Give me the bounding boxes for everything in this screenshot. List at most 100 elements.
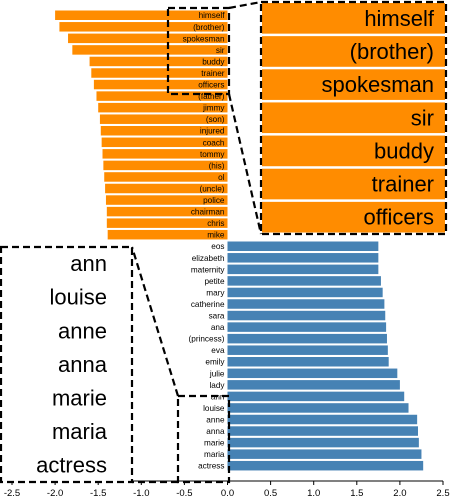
- bar-emily: [227, 357, 389, 367]
- inset-label: louise: [50, 285, 107, 310]
- bar-father: [96, 91, 228, 101]
- bar-label: emily: [205, 358, 225, 367]
- bar-label: tommy: [200, 150, 225, 159]
- inset-label: himself: [364, 6, 435, 31]
- inset-label: marie: [52, 385, 107, 410]
- x-tick-label: 0.5: [264, 488, 277, 499]
- bar-label: police: [203, 196, 225, 205]
- bar-label: (father): [198, 92, 225, 101]
- connector-line: [227, 93, 263, 235]
- bar-mike: [107, 229, 228, 240]
- inset-bottom-left-bg: [1, 247, 132, 482]
- x-tick-label: 1.5: [350, 488, 363, 499]
- bar-marie: [227, 437, 419, 448]
- zoom-insets: himself (brother) spokesman sir buddy trainer…: [0, 0, 448, 484]
- inset-bar: [262, 3, 445, 34]
- bar-label: sir: [216, 46, 225, 55]
- x-tick-label: -2.5: [4, 488, 20, 499]
- bar-label: coach: [203, 138, 225, 147]
- bar-label: (brother): [193, 23, 225, 32]
- bar-label: julie: [209, 369, 225, 378]
- bar-label: eva: [211, 346, 225, 355]
- bar-label: chairman: [191, 208, 225, 217]
- x-tick-label: 0.0: [221, 488, 234, 499]
- bars-group: [55, 10, 424, 471]
- inset-bar: [262, 201, 445, 233]
- bar-eva: [227, 345, 388, 355]
- bar-officers: [93, 79, 228, 90]
- bar-label: maria: [204, 450, 225, 459]
- inset-label: buddy: [374, 138, 434, 163]
- bar-label: mary: [206, 288, 225, 297]
- x-axis: -2.5 -2.0 -1.5 -1.0 -0.5 0.0 0.5 1.0 1.5 2.0 2.5: [4, 480, 450, 499]
- bar-label: actress: [198, 462, 224, 471]
- highlight-box-top: [166, 6, 231, 96]
- bar-label: trainer: [201, 69, 224, 78]
- bar-label: marie: [204, 439, 225, 448]
- inset-top-right-border: [259, 0, 448, 236]
- bar-anna: [227, 426, 419, 436]
- bar-label: buddy: [202, 57, 225, 66]
- bar-label: catherine: [191, 300, 225, 309]
- bar-actress: [227, 460, 424, 471]
- bar-label: elizabeth: [192, 254, 225, 263]
- bar-brother: [59, 22, 228, 32]
- bar-jimmy: [98, 102, 228, 113]
- bar-petite: [227, 276, 381, 286]
- bar-label: lady: [209, 381, 225, 390]
- x-tick-label: -1.0: [133, 488, 149, 499]
- bar-police: [105, 195, 228, 205]
- bar-label: (his): [209, 161, 225, 170]
- bar-ann: [227, 391, 405, 402]
- bar-label: anna: [206, 427, 225, 436]
- bar-anne: [227, 414, 418, 425]
- bar-label: (son): [206, 115, 225, 124]
- bar-louise: [227, 403, 409, 413]
- inset-bar: [262, 102, 445, 134]
- inset-bar: [262, 135, 445, 167]
- x-tick-label: -0.5: [176, 488, 192, 499]
- bar-son: [99, 114, 228, 124]
- bar-label: sara: [209, 312, 225, 321]
- bar-label: jimmy: [202, 104, 225, 113]
- bar-buddy: [89, 56, 228, 67]
- x-tick-label: 2.0: [393, 488, 406, 499]
- bar-elizabeth: [227, 253, 379, 263]
- bar-label: ana: [211, 323, 225, 332]
- bar-ol: [104, 172, 228, 182]
- bar-label: officers: [198, 81, 224, 90]
- bar-julie: [227, 368, 398, 379]
- bar-catherine: [227, 299, 385, 309]
- bar-label: spokesman: [183, 34, 225, 43]
- bar-coach: [101, 137, 228, 148]
- inset-label: officers: [363, 205, 434, 230]
- bar-sara: [227, 310, 386, 321]
- bar-tommy: [102, 149, 228, 159]
- bar-eos: [227, 241, 379, 251]
- bar-lady: [227, 380, 400, 390]
- bar-label: eos: [211, 242, 224, 251]
- bar-maria: [227, 449, 422, 459]
- inset-bar: [262, 36, 445, 67]
- bar-label: chris: [207, 219, 224, 228]
- inset-label: (brother): [350, 39, 434, 64]
- bar-himself: [55, 10, 228, 20]
- inset-label: trainer: [372, 172, 434, 197]
- bar-label: (princess): [189, 335, 225, 344]
- bar-trainer: [91, 68, 228, 78]
- x-tick-label: 2.5: [436, 488, 449, 499]
- inset-label: actress: [36, 453, 107, 478]
- inset-label: anna: [58, 352, 108, 377]
- bar-sir: [72, 45, 228, 55]
- bar-uncle: [105, 183, 228, 194]
- bar-label: mike: [207, 231, 225, 240]
- inset-label: spokesman: [321, 72, 434, 97]
- bar-label: louise: [203, 404, 225, 413]
- connector-line: [130, 246, 180, 397]
- x-tick-label: 1.0: [307, 488, 320, 499]
- bar-label: (uncle): [199, 184, 224, 193]
- inset-label: anne: [58, 318, 107, 343]
- bar-his: [103, 160, 228, 171]
- inset-label: sir: [411, 105, 434, 130]
- inset-bar: [262, 168, 445, 200]
